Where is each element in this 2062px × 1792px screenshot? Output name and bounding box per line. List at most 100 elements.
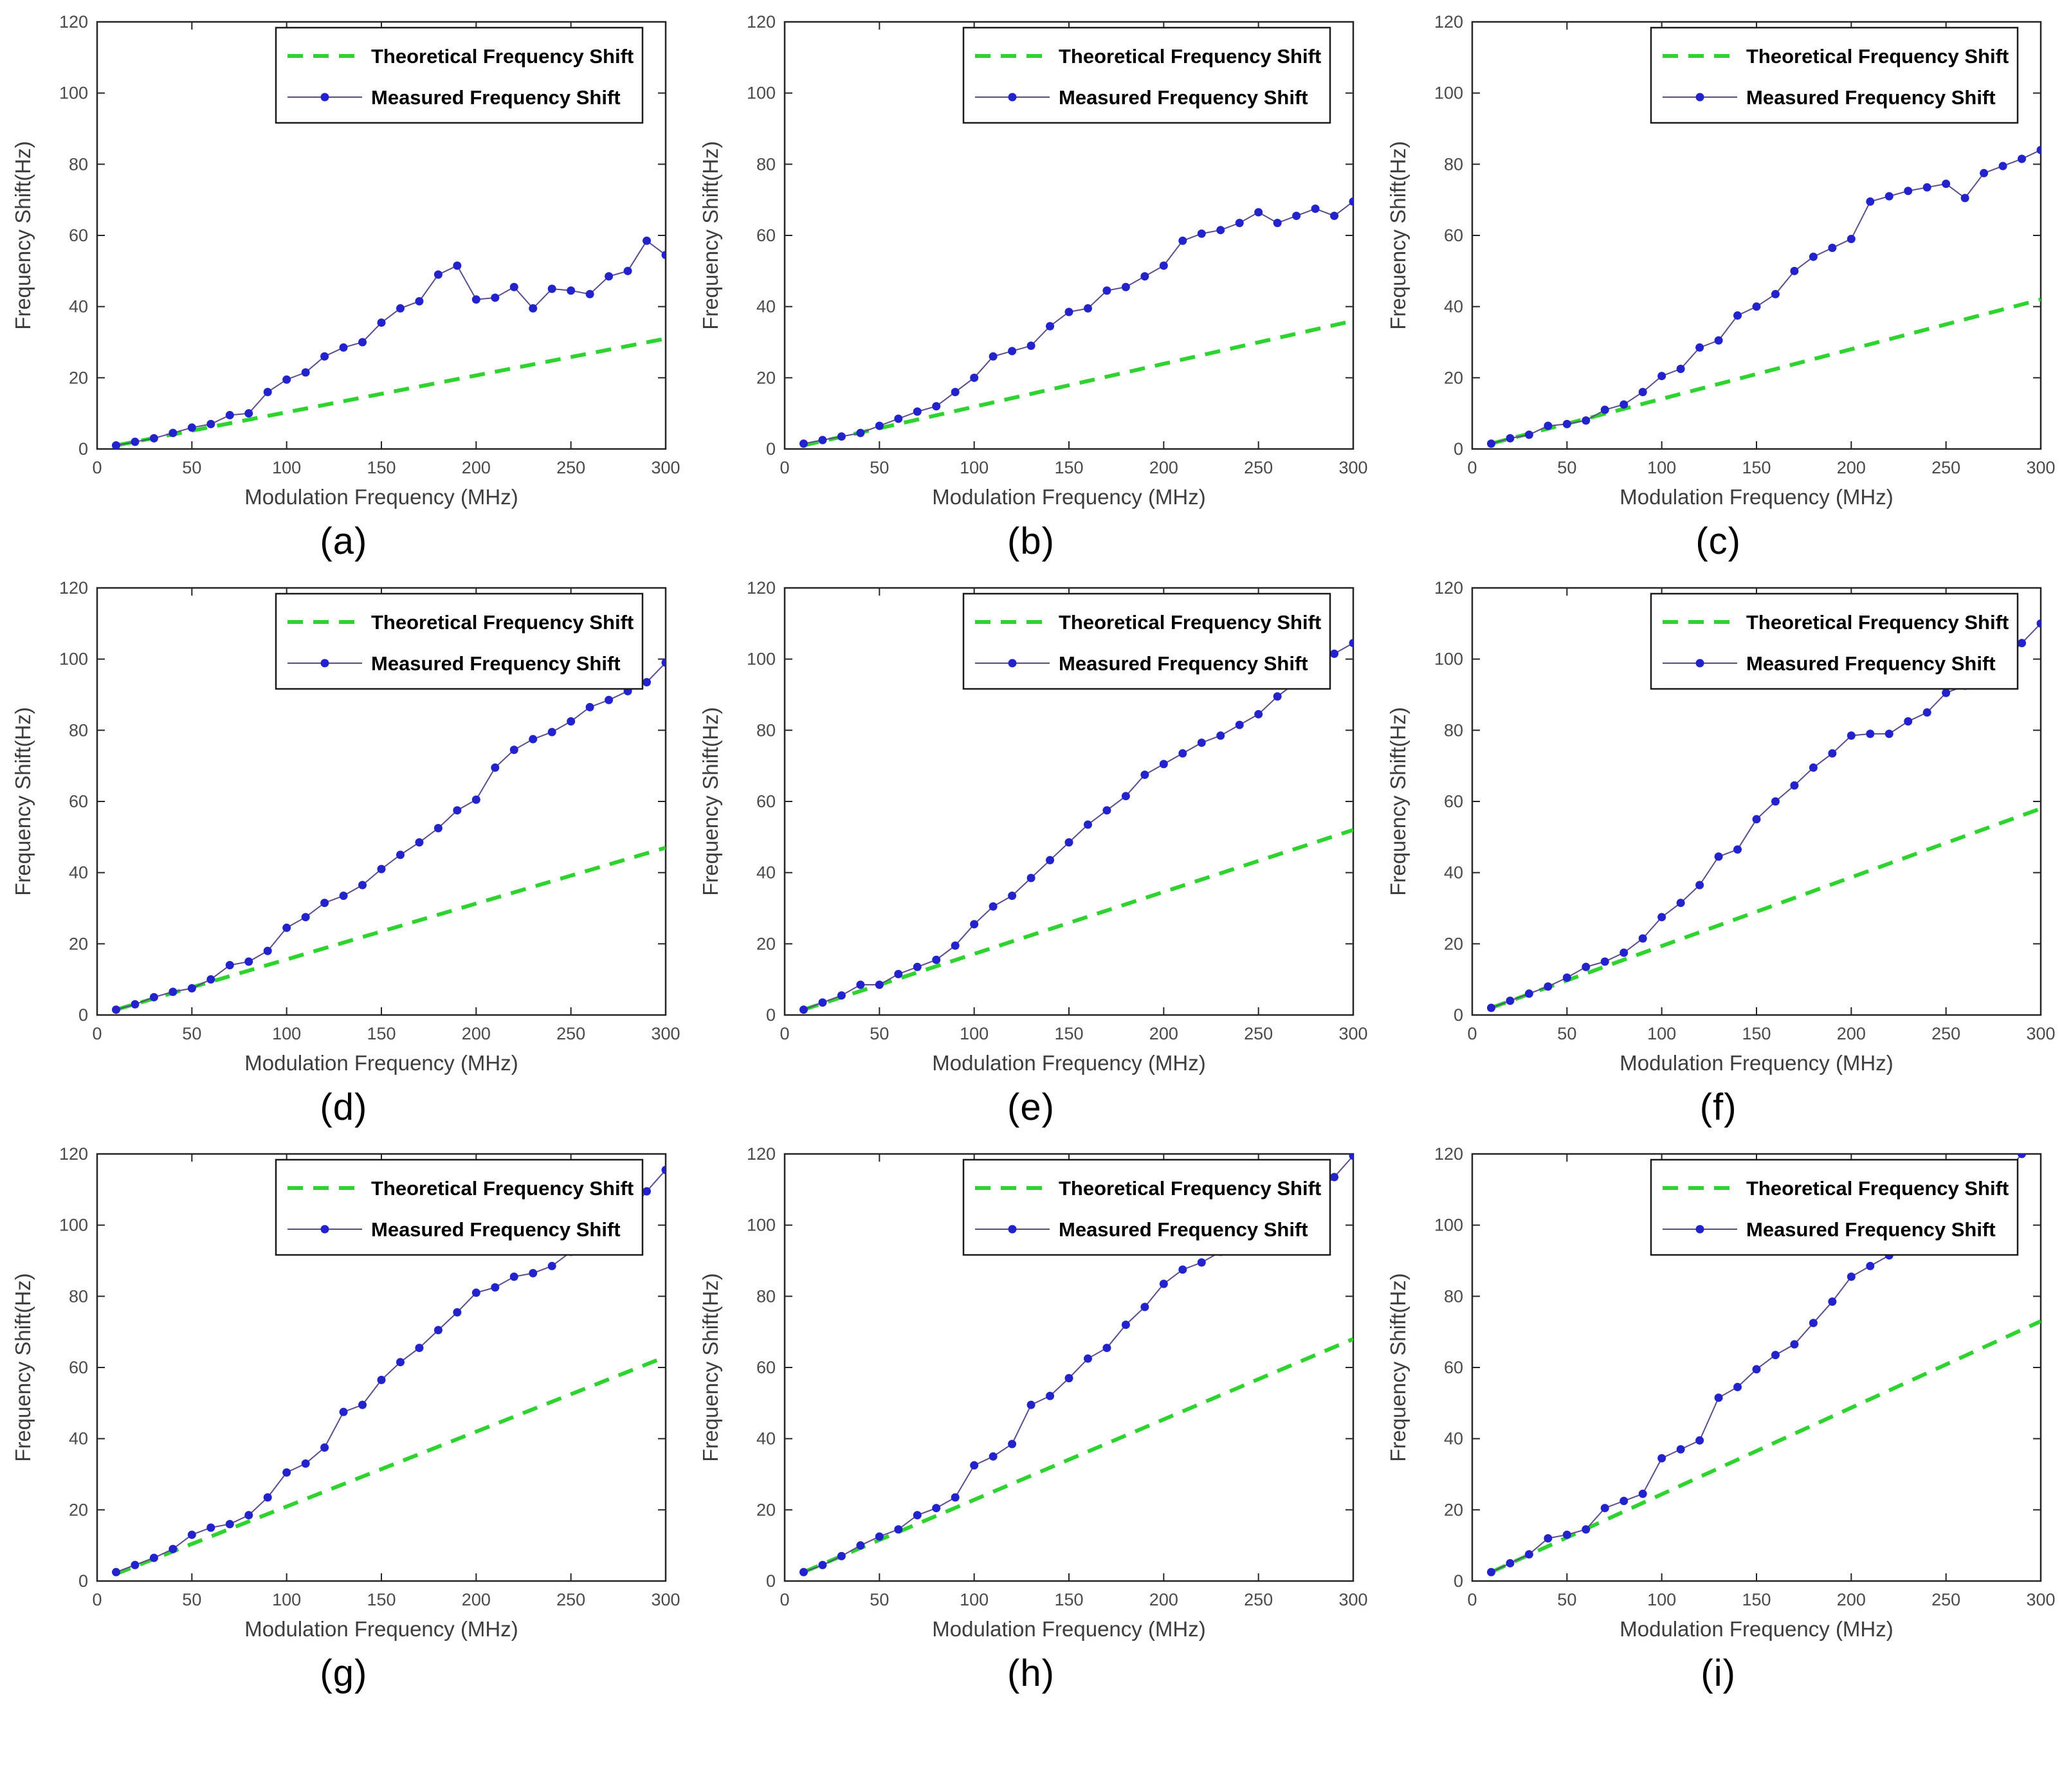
legend: Theoretical Frequency Shift Measured Freq…: [962, 1158, 1331, 1256]
plot-area: [112, 658, 666, 1014]
measured-point: [1178, 236, 1187, 245]
measured-point: [1235, 720, 1244, 729]
x-tick-label: 300: [2026, 1590, 2055, 1609]
measured-point: [264, 946, 273, 955]
x-tick-label: 150: [1742, 458, 1771, 477]
y-tick-label: 100: [1434, 84, 1463, 103]
plot-area: [799, 197, 1353, 448]
measured-point: [1619, 948, 1628, 957]
y-tick-label: 0: [766, 1571, 776, 1591]
axis-ticks: 0 50 100 150 200 250 300 0 20 40 60 80 100 120: [1434, 1144, 2056, 1609]
measured-point: [529, 1268, 538, 1277]
y-axis-label: Frequency Shift(Hz): [698, 141, 722, 329]
theoretical-line: [803, 318, 1353, 448]
plot-area: [799, 1153, 1353, 1577]
measured-point: [913, 1510, 922, 1519]
x-tick-label: 50: [870, 1024, 889, 1043]
measured-point: [264, 1493, 273, 1502]
measured-point: [2017, 154, 2026, 163]
y-tick-label: 120: [747, 12, 776, 32]
measured-point: [1941, 688, 1950, 697]
measured-point: [1865, 1261, 1874, 1270]
measured-point: [339, 1407, 348, 1416]
measured-point: [1026, 1400, 1036, 1409]
subplot-caption: (e): [1007, 1086, 1055, 1128]
subplot-caption: (d): [320, 1086, 368, 1128]
measured-point: [989, 902, 998, 911]
x-tick-label: 250: [556, 1590, 585, 1609]
measured-point: [1979, 169, 1988, 178]
y-tick-label: 40: [69, 1429, 88, 1448]
measured-point: [1046, 322, 1055, 331]
measured-point: [226, 1519, 235, 1528]
y-tick-label: 0: [766, 1005, 776, 1025]
measured-point: [396, 850, 405, 859]
subplot-caption: (f): [1699, 1086, 1737, 1128]
measured-point: [1562, 419, 1571, 428]
measured-point: [2017, 1153, 2026, 1158]
measured-point: [491, 763, 500, 772]
measured-point: [1506, 434, 1515, 443]
measured-point: [131, 1000, 140, 1009]
measured-point: [112, 1568, 121, 1577]
measured-point: [1922, 183, 1931, 192]
subplot-e: 0 50 100 150 200 250 300 0 20 40 60 80 100 120 Modulat…: [688, 571, 1375, 1128]
measured-point: [1254, 208, 1263, 217]
x-tick-label: 300: [652, 458, 680, 477]
measured-point: [112, 441, 121, 449]
measured-point: [453, 806, 462, 815]
measured-point: [1506, 996, 1515, 1005]
measured-point: [856, 428, 865, 437]
measured-point: [188, 983, 197, 992]
measured-point: [1638, 387, 1647, 396]
y-tick-label: 80: [756, 1286, 776, 1306]
measured-point: [1657, 372, 1666, 381]
chart-b: 0 50 100 150 200 250 300 0 20 40 60 80 100 120 Modulat…: [698, 12, 1368, 509]
y-tick-label: 20: [756, 368, 776, 387]
legend-sample-measured-marker: [320, 93, 329, 102]
x-tick-label: 200: [462, 1024, 491, 1043]
y-tick-label: 20: [69, 934, 88, 953]
measured-point: [510, 282, 519, 291]
measured-point: [1903, 717, 1912, 726]
x-axis-label: Modulation Frequency (MHz): [245, 1051, 519, 1075]
measured-point: [1083, 820, 1092, 829]
measured-point: [913, 407, 922, 416]
y-tick-label: 120: [1434, 1144, 1463, 1164]
axis-ticks: 0 50 100 150 200 250 300 0 20 40 60 80 100 120: [1434, 12, 2056, 477]
measured-point: [1638, 1489, 1647, 1498]
measured-point: [1714, 336, 1723, 345]
x-tick-label: 150: [1742, 1590, 1771, 1609]
y-tick-label: 20: [756, 1500, 776, 1519]
measured-point: [434, 270, 443, 279]
measured-point: [415, 297, 424, 306]
x-axis-label: Modulation Frequency (MHz): [932, 485, 1206, 509]
y-tick-label: 120: [1434, 12, 1463, 32]
measured-point: [1676, 1445, 1685, 1454]
measured-point: [2017, 639, 2026, 648]
measured-point: [339, 343, 348, 352]
x-axis-label: Modulation Frequency (MHz): [245, 485, 519, 509]
measured-point: [1140, 1303, 1149, 1312]
y-tick-label: 80: [1444, 154, 1463, 174]
measured-point: [301, 1459, 310, 1468]
y-tick-label: 60: [1444, 226, 1463, 245]
x-tick-label: 0: [1467, 1024, 1477, 1043]
x-tick-label: 250: [1244, 1590, 1273, 1609]
x-tick-label: 100: [1647, 1590, 1676, 1609]
measured-point: [1026, 342, 1036, 351]
measured-point: [661, 658, 666, 667]
theoretical-line: [1490, 807, 2041, 1010]
x-tick-label: 100: [1647, 1024, 1676, 1043]
measured-point: [264, 387, 273, 396]
measured-point: [1486, 1568, 1495, 1577]
y-tick-label: 40: [69, 297, 88, 316]
measured-point: [951, 941, 960, 950]
measured-line: [116, 662, 666, 1010]
measured-point: [1008, 347, 1017, 356]
theoretical-line: [116, 336, 666, 448]
x-tick-label: 50: [1557, 458, 1576, 477]
y-axis-label: Frequency Shift(Hz): [698, 707, 722, 895]
subplot-f: 0 50 100 150 200 250 300 0 20 40 60 80 100 120 Modulat…: [1374, 571, 2062, 1128]
y-tick-label: 20: [756, 934, 776, 953]
